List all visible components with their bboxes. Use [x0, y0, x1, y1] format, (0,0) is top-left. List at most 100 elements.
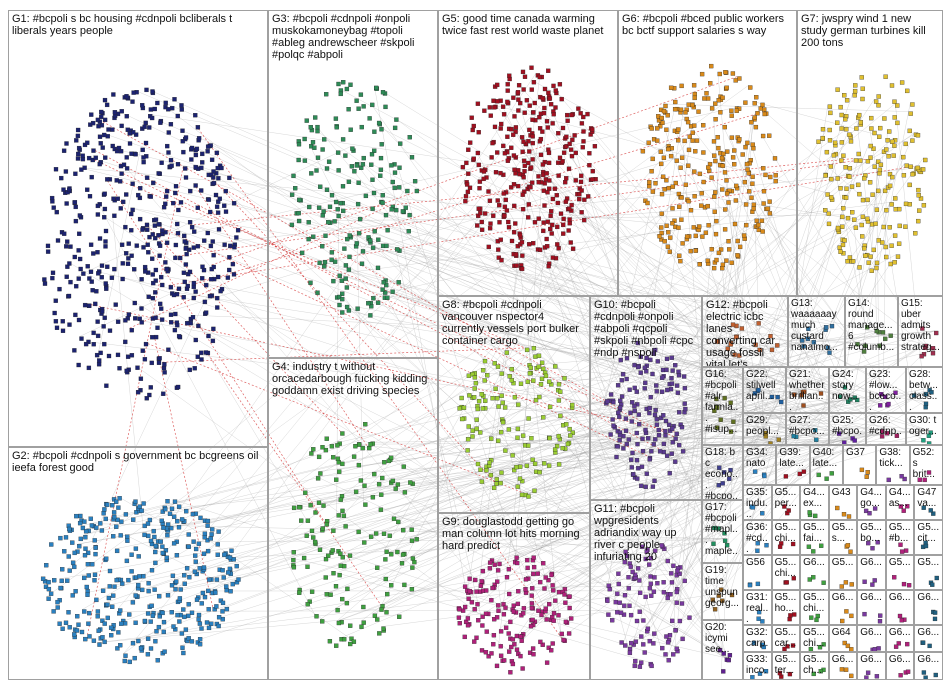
edge: [627, 481, 721, 604]
edge: [205, 350, 307, 519]
edge-highlight: [143, 341, 524, 494]
node: [373, 531, 379, 536]
group-box: G11: #bcpoli wpgresidents adriandix way …: [590, 500, 702, 680]
edge: [169, 367, 482, 527]
node: [189, 224, 195, 230]
node: [172, 499, 178, 504]
node: [116, 505, 121, 510]
node: [205, 548, 211, 554]
node: [88, 269, 94, 274]
node: [389, 552, 394, 557]
node: [126, 241, 131, 246]
node: [86, 621, 91, 626]
node: [409, 527, 414, 532]
node: [170, 573, 176, 578]
node: [230, 261, 236, 267]
node: [141, 155, 146, 160]
edge: [216, 176, 520, 382]
node: [186, 636, 191, 641]
group-label: G2: #bcpoli #cdnpoli s government bc bcg…: [12, 450, 259, 474]
node: [83, 535, 88, 540]
node: [372, 148, 377, 153]
edge: [124, 166, 497, 604]
edge: [505, 134, 757, 389]
group-box: G4... go...: [857, 485, 886, 520]
node: [180, 139, 185, 144]
node: [204, 282, 209, 288]
edge: [734, 183, 802, 345]
node: [166, 130, 171, 135]
group-box: G6...: [885, 590, 915, 625]
node: [297, 197, 302, 203]
node: [77, 256, 83, 262]
node: [372, 229, 377, 234]
node: [78, 536, 83, 542]
edge: [146, 388, 756, 590]
node: [146, 588, 151, 594]
node: [146, 250, 151, 255]
edge: [647, 163, 905, 457]
edge: [160, 440, 843, 510]
node: [291, 557, 296, 563]
edge: [489, 433, 895, 559]
edge: [412, 416, 655, 561]
group-label: G17: #bcpoli #mapl... maple...: [705, 502, 738, 563]
node: [368, 442, 373, 447]
node: [322, 259, 328, 265]
node: [369, 152, 375, 157]
node: [196, 612, 202, 618]
edge: [388, 457, 726, 658]
group-label: G24: story now...: [832, 369, 859, 402]
node: [375, 300, 381, 305]
edge: [528, 531, 723, 625]
node: [215, 165, 220, 171]
node: [370, 206, 375, 211]
node: [131, 517, 136, 522]
node: [228, 243, 233, 249]
node: [94, 597, 99, 603]
node: [80, 153, 85, 158]
node: [221, 575, 226, 580]
group-box: G6...: [857, 652, 886, 680]
edge: [374, 86, 467, 591]
node: [89, 523, 95, 528]
node: [77, 520, 83, 526]
node: [179, 103, 184, 108]
node: [334, 643, 339, 648]
node: [50, 275, 55, 281]
group-box: G6...: [857, 555, 886, 590]
node: [44, 563, 49, 568]
edge: [607, 327, 824, 588]
group-label: G5... per...: [774, 487, 797, 509]
node: [77, 213, 83, 218]
node: [194, 146, 200, 152]
group-box: G39: late...: [776, 445, 810, 485]
group-box: G5... ho...: [771, 590, 801, 625]
group-label: G6...: [888, 592, 911, 603]
node: [186, 602, 191, 607]
node: [168, 157, 174, 163]
edge: [79, 167, 674, 226]
node: [341, 513, 347, 518]
group-box: G47 va...: [914, 485, 943, 520]
node: [216, 623, 221, 629]
node: [171, 541, 177, 546]
node: [306, 220, 311, 225]
node: [74, 284, 79, 289]
node: [337, 469, 342, 474]
node: [356, 180, 361, 185]
node: [202, 299, 208, 305]
node: [193, 183, 198, 188]
node: [58, 535, 63, 541]
node: [200, 160, 205, 165]
node: [392, 170, 398, 175]
edge: [111, 333, 889, 518]
node: [214, 604, 219, 609]
node: [358, 92, 364, 97]
node: [346, 179, 352, 184]
node: [73, 218, 79, 224]
node: [384, 243, 389, 249]
node: [387, 533, 392, 538]
node: [99, 109, 104, 115]
node: [83, 341, 89, 347]
